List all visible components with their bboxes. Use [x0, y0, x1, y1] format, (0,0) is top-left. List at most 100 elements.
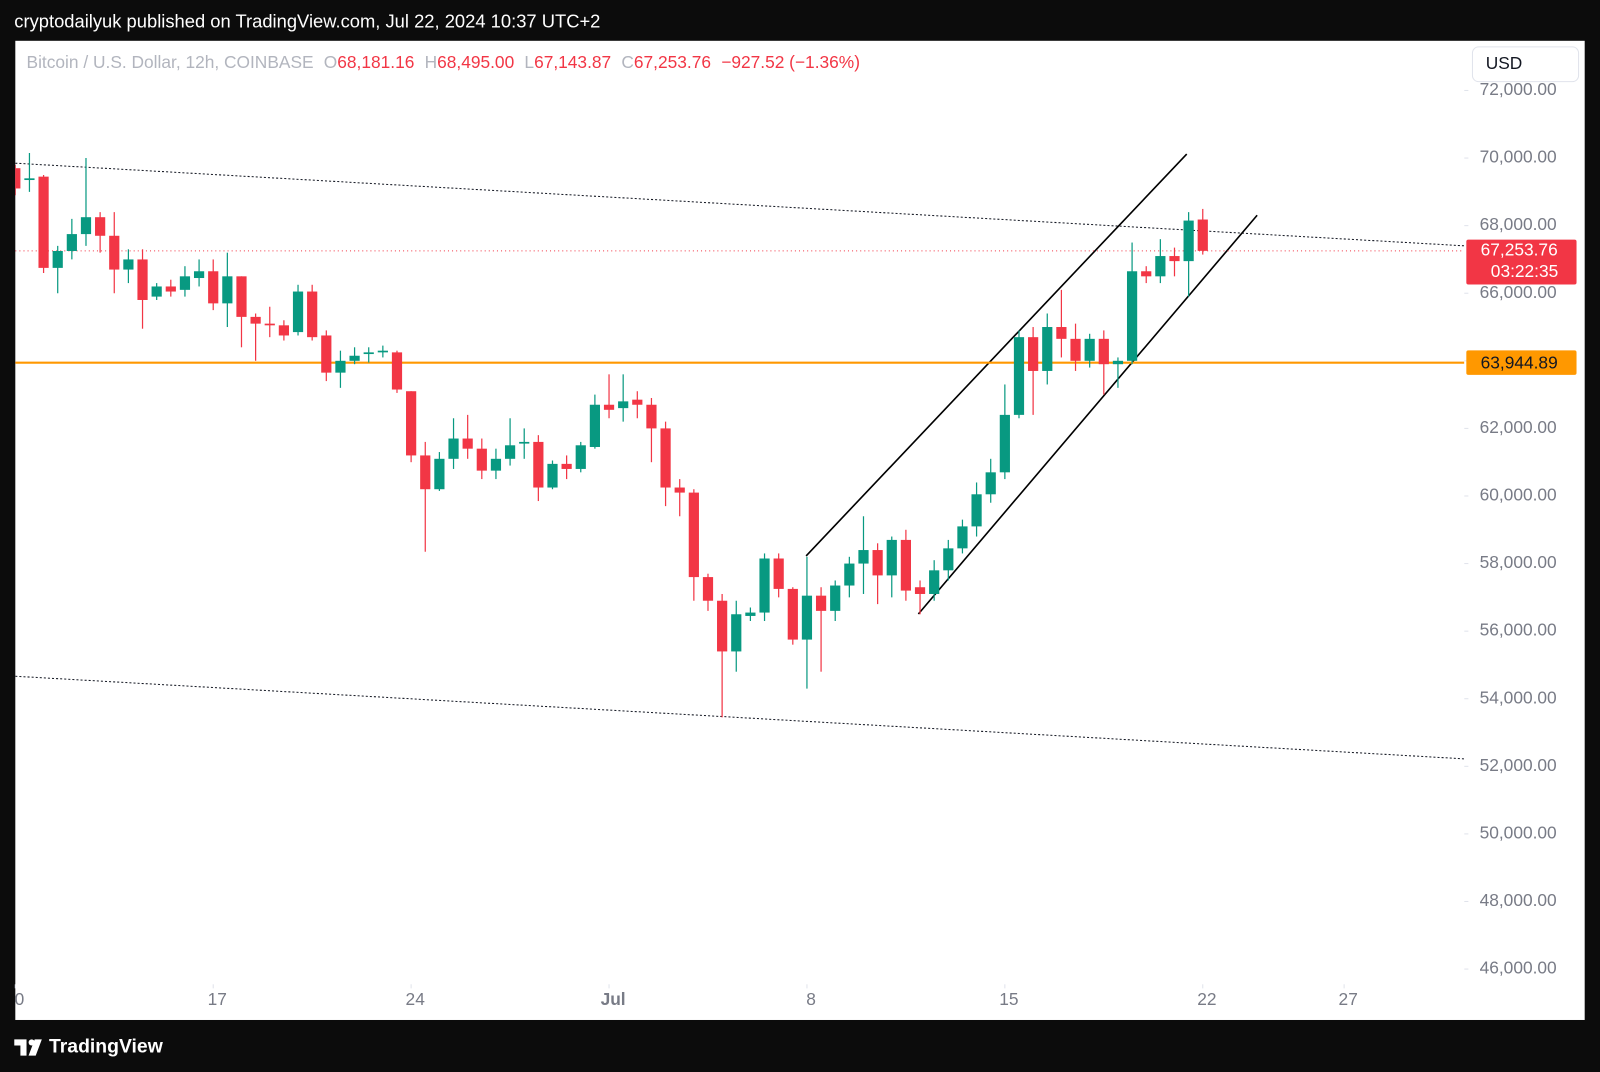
candle-body: [787, 588, 798, 640]
plot-area: [15, 152, 1465, 718]
chart-panel: [15, 40, 1585, 1020]
candle-body: [38, 176, 49, 268]
candle-body: [618, 401, 629, 409]
y-tick-label: 48,000.00: [1480, 890, 1557, 910]
publisher: cryptodailyuk published on TradingView.c…: [14, 10, 600, 31]
candle-body: [52, 250, 63, 268]
candle-body: [519, 441, 530, 444]
candle-body: [95, 217, 106, 236]
candle-body: [858, 550, 869, 564]
candle-body: [1028, 337, 1039, 371]
candle-body: [886, 539, 897, 576]
candle-body: [688, 492, 699, 578]
candle-body: [109, 235, 120, 270]
candle-body: [222, 276, 233, 304]
hline-price-box: [1466, 350, 1577, 375]
candle-body: [406, 391, 417, 456]
channel-line: [805, 153, 1188, 557]
candle-body: [208, 271, 219, 304]
candle-body: [985, 472, 996, 495]
candle-body: [603, 404, 615, 410]
ohlc-value: 68,181.16: [337, 52, 414, 72]
y-tick-label: 58,000.00: [1480, 552, 1557, 572]
currency-button[interactable]: [1471, 46, 1580, 83]
symbol-header: Bitcoin / U.S. Dollar, 12h, COINBASE O68,…: [27, 52, 860, 72]
x-tick-label: 17: [208, 989, 227, 1009]
candle-body: [561, 463, 572, 469]
ohlc-value: 67,143.87: [534, 52, 611, 72]
candle-body: [179, 276, 191, 290]
candle-body: [349, 355, 360, 361]
candle-body: [307, 291, 318, 338]
ohlc-key: O: [324, 52, 337, 72]
candle-body: [250, 316, 261, 324]
candle-body: [123, 259, 134, 270]
x-tick-label: 27: [1339, 989, 1358, 1009]
candle-body: [900, 539, 912, 591]
candle-body: [165, 286, 176, 292]
candle-body: [1042, 327, 1053, 371]
candle-body: [1183, 220, 1194, 262]
candle-body: [872, 550, 883, 576]
candle-body: [547, 463, 558, 488]
candle-body: [1169, 256, 1180, 262]
candle-body: [15, 168, 21, 189]
candle-body: [745, 612, 756, 616]
candle-body: [575, 445, 586, 469]
candle-body: [702, 577, 714, 601]
candle-body: [1013, 337, 1025, 415]
trend-line: [15, 162, 1465, 247]
y-tick-label: 62,000.00: [1480, 417, 1557, 437]
candle-body: [533, 441, 544, 488]
candle-body: [137, 259, 148, 300]
y-tick-label: 56,000.00: [1480, 620, 1557, 640]
y-tick-label: 72,000.00: [1480, 79, 1557, 99]
candle-body: [264, 323, 275, 326]
x-tick-label: 15: [999, 989, 1018, 1009]
ohlc-key: C: [621, 52, 634, 72]
candle-body: [448, 438, 459, 459]
countdown-label: 03:22:35: [1491, 261, 1558, 281]
candle-body: [646, 404, 657, 429]
currency[interactable]: USD: [1486, 53, 1523, 73]
candle-body: [476, 448, 487, 471]
ohlc-key: L: [524, 52, 534, 72]
candle-body: [830, 585, 841, 611]
channel-line: [917, 214, 1258, 615]
candle-body: [1112, 360, 1124, 365]
candle-body: [490, 458, 502, 471]
candle-body: [377, 350, 388, 353]
candle-body: [773, 558, 784, 589]
y-tick-label: 46,000.00: [1480, 958, 1557, 978]
candle-body: [80, 217, 92, 235]
candle-body: [151, 286, 162, 297]
candle-body: [759, 558, 770, 613]
candle-body: [236, 276, 247, 317]
ohlc-value: 67,253.76: [634, 52, 711, 72]
candle-body: [193, 271, 205, 279]
last-price-box: [1466, 239, 1577, 285]
candle-body: [632, 399, 643, 405]
y-tick-label: 60,000.00: [1480, 485, 1557, 505]
candle-body: [1098, 338, 1109, 365]
brand: TradingView: [49, 1036, 164, 1058]
candle-body: [717, 600, 728, 652]
ohlc-value: 68,495.00: [437, 52, 514, 72]
y-tick-label: 54,000.00: [1480, 687, 1557, 707]
candle-body: [434, 458, 445, 490]
candle-body: [1197, 219, 1208, 251]
candle-body: [292, 291, 304, 333]
candle-body: [929, 570, 940, 594]
candle-body: [1056, 327, 1067, 339]
candle-body: [674, 487, 685, 493]
candle-body: [1141, 271, 1152, 277]
price-change: −927.52 (−1.36%): [721, 52, 860, 72]
candle-body: [1155, 256, 1166, 277]
candle-body: [462, 438, 473, 449]
candle-body: [335, 360, 346, 373]
candle-body: [1070, 338, 1081, 361]
y-tick-label: 68,000.00: [1480, 214, 1557, 234]
candle-body: [504, 445, 516, 459]
